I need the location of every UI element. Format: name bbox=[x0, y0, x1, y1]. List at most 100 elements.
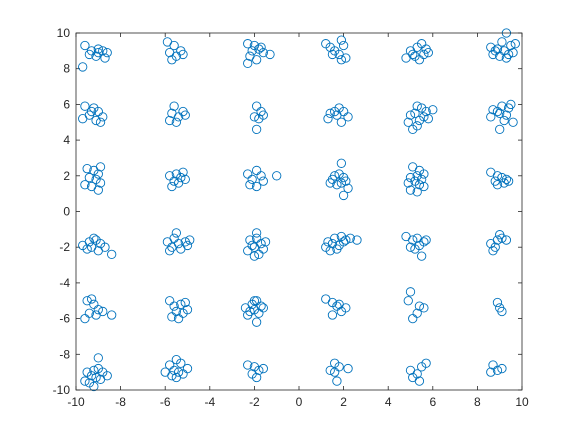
scatter-point bbox=[506, 99, 516, 110]
scatter-point bbox=[495, 230, 505, 240]
scatter-point bbox=[492, 171, 503, 181]
scatter-point bbox=[405, 287, 416, 297]
scatter-point bbox=[338, 190, 349, 201]
scatter-point bbox=[251, 124, 262, 135]
scatter-point bbox=[93, 44, 103, 54]
scatter-point bbox=[247, 240, 257, 251]
scatter-point bbox=[327, 310, 338, 320]
scatter-point bbox=[410, 108, 420, 118]
scatter-point bbox=[176, 358, 186, 368]
scatter-point bbox=[95, 162, 106, 172]
scatter-point bbox=[102, 47, 112, 58]
scatter-point bbox=[419, 181, 429, 192]
scatter-point bbox=[169, 301, 179, 311]
scatter-point bbox=[80, 101, 90, 111]
scatter-point bbox=[107, 249, 117, 259]
scatter-point bbox=[171, 117, 182, 127]
scatter-point bbox=[403, 178, 413, 188]
scatter-point bbox=[336, 55, 347, 65]
y-tick-label: 6 bbox=[63, 97, 70, 111]
scatter-point bbox=[86, 371, 97, 381]
scatter-point bbox=[249, 296, 260, 306]
scatter-point bbox=[169, 101, 179, 111]
y-tick-label: -4 bbox=[59, 276, 70, 290]
scatter-point bbox=[486, 367, 496, 377]
scatter-point bbox=[93, 353, 103, 363]
scatter-point bbox=[165, 296, 175, 306]
scatter-point bbox=[95, 117, 106, 127]
scatter-point bbox=[89, 365, 99, 376]
scatter-point bbox=[338, 40, 349, 51]
scatter-point bbox=[89, 299, 99, 309]
scatter-point bbox=[492, 365, 503, 376]
scatter-point bbox=[341, 176, 351, 186]
scatter-point bbox=[332, 376, 342, 386]
x-tick-label: 2 bbox=[340, 395, 347, 409]
y-tick-label: 2 bbox=[63, 169, 70, 183]
scatter-point bbox=[490, 46, 500, 56]
x-tick-label: -6 bbox=[160, 395, 171, 409]
scatter-point bbox=[107, 310, 117, 320]
scatter-point bbox=[167, 55, 177, 65]
scatter-point bbox=[501, 110, 512, 120]
scatter-point bbox=[510, 39, 520, 49]
scatter-point bbox=[341, 235, 351, 245]
scatter-point bbox=[95, 178, 106, 188]
scatter-point bbox=[251, 55, 262, 65]
axes-box bbox=[75, 32, 523, 391]
scatter-point bbox=[165, 115, 175, 126]
scatter-point bbox=[503, 49, 514, 60]
scatter-point bbox=[173, 313, 184, 324]
scatter-point bbox=[243, 58, 253, 68]
scatter-point bbox=[414, 301, 425, 311]
scatter-point bbox=[325, 178, 335, 188]
scatter-point bbox=[423, 114, 433, 124]
scatter-point bbox=[345, 233, 355, 243]
scatter-point bbox=[330, 233, 340, 243]
scatter-point bbox=[80, 313, 90, 324]
scatter-point bbox=[256, 171, 266, 181]
scatter-point bbox=[503, 176, 514, 186]
scatter-point bbox=[243, 310, 253, 320]
scatter-point bbox=[102, 371, 112, 381]
scatter-point bbox=[169, 233, 179, 243]
scatter-point bbox=[167, 312, 177, 322]
x-tick-label: 4 bbox=[385, 395, 392, 409]
scatter-point bbox=[416, 174, 427, 185]
x-tick-label: -8 bbox=[115, 395, 126, 409]
scatter-point bbox=[180, 110, 190, 120]
y-tick-label: -10 bbox=[53, 383, 71, 397]
scatter-point bbox=[84, 49, 95, 60]
scatter-point bbox=[243, 39, 253, 49]
scatter-point bbox=[82, 244, 92, 254]
scatter-point bbox=[89, 381, 99, 392]
scatter-point bbox=[419, 169, 429, 179]
scatter-point bbox=[182, 305, 193, 315]
scatter-point bbox=[182, 240, 193, 251]
scatter-point bbox=[251, 101, 262, 111]
scatter-point bbox=[247, 46, 257, 56]
scatter-point bbox=[330, 106, 340, 117]
scatter-point bbox=[256, 42, 266, 52]
scatter-point bbox=[336, 158, 347, 168]
scatter-point bbox=[325, 365, 335, 376]
scatter-point bbox=[258, 363, 268, 374]
scatter-point bbox=[91, 115, 101, 126]
scatter-point bbox=[98, 46, 108, 56]
scatter-point bbox=[421, 358, 431, 368]
scatter-point bbox=[405, 242, 416, 252]
scatter-point bbox=[330, 367, 340, 377]
scatter-point bbox=[421, 106, 431, 117]
scatter-point bbox=[272, 171, 282, 181]
scatter-point bbox=[86, 106, 97, 117]
scatter-point bbox=[408, 235, 418, 245]
scatter-point bbox=[405, 185, 416, 195]
scatter-point bbox=[508, 47, 518, 58]
scatter-point bbox=[499, 178, 509, 188]
scatter-point bbox=[86, 294, 97, 304]
axis-ticks: -10 -8 -6 -4 -2 0 2 4 6 8 10 -10 -8 -6 -4 -2 0 2 4 6 8 10 bbox=[53, 26, 529, 409]
scatter-point bbox=[185, 235, 195, 245]
scatter-point bbox=[497, 306, 507, 317]
scatter-point bbox=[343, 363, 353, 374]
